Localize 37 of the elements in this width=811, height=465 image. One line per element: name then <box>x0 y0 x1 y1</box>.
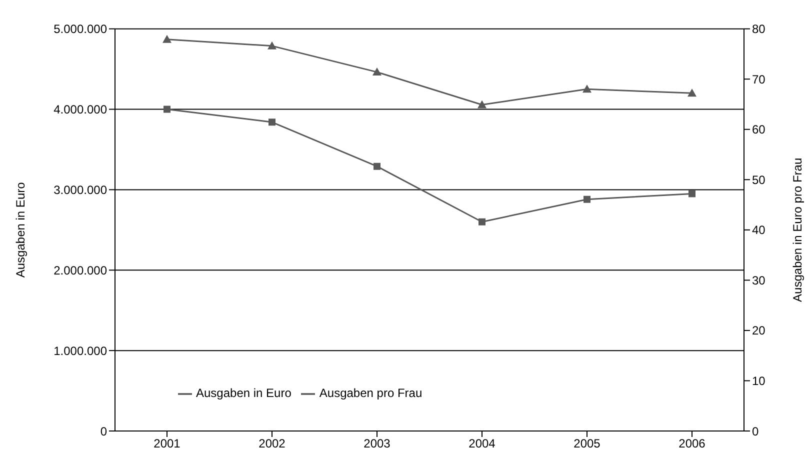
y-tick-label: 3.000.000 <box>54 182 108 197</box>
y-tick-label: 4.000.000 <box>54 102 108 117</box>
x-tick-label: 2002 <box>258 436 286 451</box>
legend-label: Ausgaben pro Frau <box>319 386 422 400</box>
y2-tick-label: 80 <box>752 22 766 36</box>
point <box>162 34 172 43</box>
point <box>372 68 382 76</box>
y-tick-label: 1.000.000 <box>54 344 108 358</box>
y2-tick-label: 0 <box>752 424 759 438</box>
point <box>164 106 170 113</box>
y-tick-label: 0 <box>100 424 108 438</box>
x-tick-label: 2004 <box>468 436 496 451</box>
point <box>582 84 592 93</box>
y2-tick-label: 60 <box>752 122 766 137</box>
y2-tick-label: 30 <box>752 273 766 288</box>
point <box>268 118 276 126</box>
y-tick-label: 5.000.000 <box>54 22 108 36</box>
legend-label: Ausgaben in Euro <box>196 386 292 400</box>
y2-axis-title: Ausgaben in Euro pro Frau <box>790 158 804 302</box>
x-tick-label: 2001 <box>154 436 181 451</box>
point <box>584 196 590 203</box>
y-tick-label: 2.000.000 <box>54 263 108 278</box>
point <box>268 41 276 50</box>
point <box>478 218 486 226</box>
y2-tick-label: 20 <box>752 324 766 338</box>
y2-tick-label: 10 <box>752 374 766 388</box>
x-tick-label: 2003 <box>364 436 391 451</box>
y-axis-title: Ausgaben in Euro <box>13 182 28 278</box>
y2-tick-label: 40 <box>752 223 766 238</box>
x-tick-label: 2005 <box>574 436 601 451</box>
point <box>478 100 486 108</box>
y2-tick-label: 70 <box>752 72 766 86</box>
point <box>688 88 696 97</box>
x-tick-label: 2006 <box>678 436 706 451</box>
point <box>374 162 380 170</box>
point <box>688 190 696 198</box>
y2-tick-label: 50 <box>752 172 766 187</box>
